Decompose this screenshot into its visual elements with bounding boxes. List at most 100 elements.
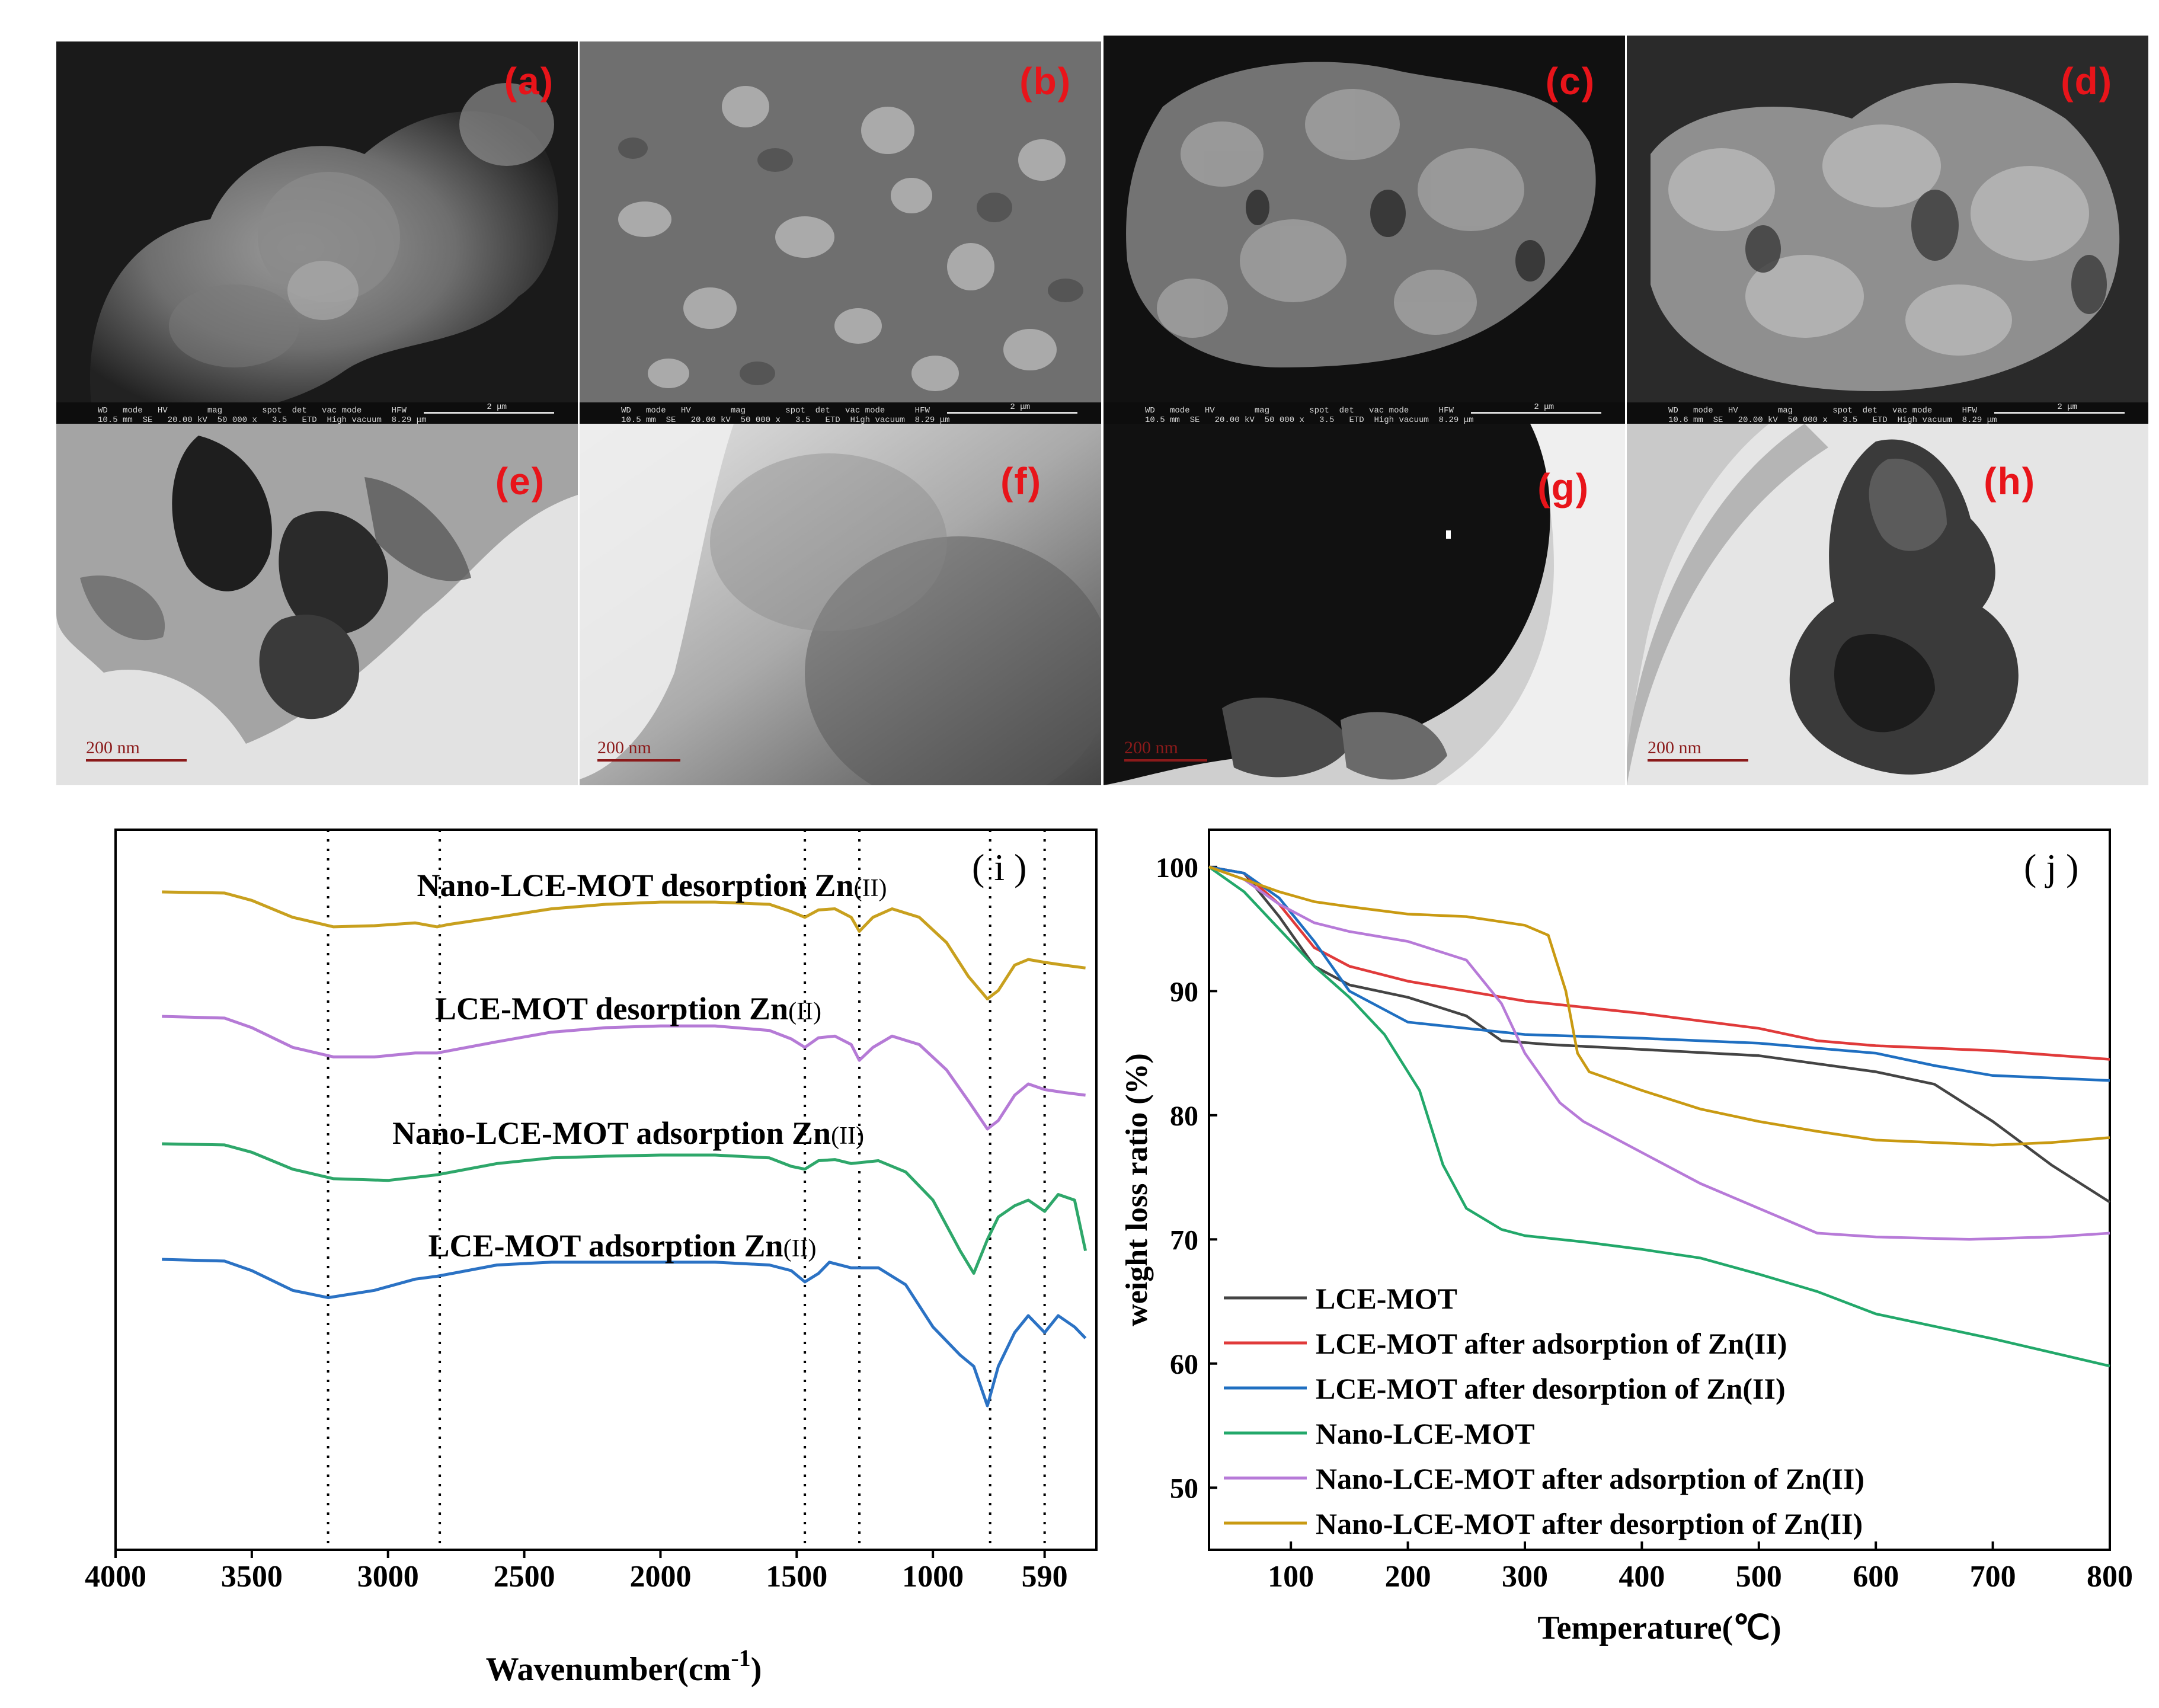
tga-y-tick-label: 50 — [1170, 1473, 1198, 1504]
tem-image-g — [1104, 424, 1625, 785]
tga-x-tick-label: 700 — [1970, 1560, 2016, 1594]
sem-scale-line-d — [1994, 412, 2125, 414]
tga-plot-frame — [1208, 829, 2111, 1551]
tem-image-f — [580, 424, 1101, 785]
tem-image-h — [1627, 424, 2148, 785]
tga-legend-label: Nano-LCE-MOT after adsorption of Zn(II) — [1316, 1462, 1864, 1495]
panel-label-b: (b) — [1019, 60, 1071, 103]
ftir-x-tick-label: 2000 — [629, 1560, 691, 1594]
tga-legend-label: Nano-LCE-MOT after desorption of Zn(II) — [1316, 1507, 1863, 1540]
sem-image-c — [1104, 36, 1625, 424]
tga-x-tick-label: 300 — [1502, 1560, 1548, 1594]
tem-panel-h: (h) 200 nm — [1627, 424, 2148, 785]
tem-scale-line-h — [1648, 759, 1748, 762]
tga-series-line — [1208, 865, 2110, 1082]
sem-scale-b: 2 μm — [1010, 402, 1030, 412]
tga-series-line — [1208, 865, 2110, 1147]
sem-meta-c: WD mode HV mag spot det vac mode HFW 10.… — [1145, 406, 1474, 424]
tga-series-line — [1208, 865, 2111, 1204]
tga-y-tick-label: 90 — [1170, 976, 1198, 1007]
ftir-chart: 4000 3500 3000 2500 2000 1500 1000 590 Wavenumbe… — [0, 812, 1120, 1689]
tem-panel-e: (e) 200 nm — [56, 424, 578, 785]
tem-scalebar-h: 200 nm — [1648, 738, 1748, 762]
sem-meta-a: WD mode HV mag spot det vac mode HFW 10.… — [98, 406, 427, 424]
sem-databar-d: WD mode HV mag spot det vac mode HFW 10.… — [1627, 402, 2148, 424]
ftir-x-tick-label: 3500 — [221, 1560, 283, 1594]
tga-y-axis-label: weight loss ratio (%) — [1120, 1053, 1154, 1326]
tga-legend-label: Nano-LCE-MOT — [1316, 1417, 1534, 1450]
tem-scalebar-g: 200 nm — [1124, 738, 1207, 762]
tga-y-tick-label: 80 — [1170, 1101, 1198, 1132]
sem-panel-b: (b) WD mode HV mag spot det vac mode HFW… — [580, 41, 1101, 424]
panel-label-f: (f) — [1000, 460, 1042, 503]
panel-label-e: (e) — [495, 460, 545, 503]
panel-label-a: (a) — [504, 60, 554, 103]
tga-x-tick-label: 100 — [1268, 1560, 1314, 1594]
tga-y-tick-label: 70 — [1170, 1224, 1198, 1256]
tga-x-tick-label: 800 — [2087, 1560, 2133, 1594]
tga-y-tick-label: 100 — [1156, 852, 1198, 884]
tga-legend-label: LCE-MOT after desorption of Zn(II) — [1316, 1372, 1786, 1405]
tem-panel-g: (g) 200 nm — [1104, 424, 1625, 785]
sem-image-d — [1627, 36, 2148, 424]
ftir-series-line — [162, 1258, 1087, 1408]
ftir-x-tick-label: 1000 — [902, 1560, 964, 1594]
panel-label-h: (h) — [1984, 460, 2036, 503]
ftir-x-tick-label: 2500 — [494, 1560, 555, 1594]
tga-x-axis-label: Temperature(℃) — [1537, 1610, 1781, 1646]
tem-image-e — [56, 424, 578, 785]
tem-scale-label-h: 200 nm — [1648, 738, 1701, 757]
tga-x-tick-label: 200 — [1385, 1560, 1431, 1594]
tga-chart: 100 200 300 400 500 600 700 800 50 60 70 80 90 100 Tem… — [1114, 812, 2157, 1689]
ftir-x-axis-label: Wavenumber(cm-1) — [486, 1645, 762, 1688]
tga-series-line — [1208, 865, 2110, 1061]
ftir-plot-frame — [114, 829, 1098, 1551]
tga-x-tick-label: 500 — [1736, 1560, 1782, 1594]
tga-panel-label: ( j ) — [2024, 846, 2078, 888]
sem-scale-line-c — [1471, 412, 1601, 414]
tem-scale-line-f — [597, 759, 680, 762]
ftir-series-label: Nano-LCE-MOT adsorption Zn(II) — [392, 1115, 864, 1151]
tem-scale-line-e — [86, 759, 187, 762]
ftir-x-tick-label: 590 — [1022, 1560, 1068, 1594]
ftir-series-label: LCE-MOT desorption Zn(II) — [435, 991, 821, 1026]
sem-scale-a: 2 μm — [487, 402, 507, 412]
panel-label-g: (g) — [1537, 466, 1589, 508]
tga-series-line — [1208, 865, 2110, 1368]
panel-label-c: (c) — [1545, 60, 1595, 103]
tga-x-tick-label: 400 — [1619, 1560, 1665, 1594]
sem-panel-d: (d) WD mode HV mag spot det vac mode HFW… — [1627, 36, 2148, 424]
tga-chart-svg: 100 200 300 400 500 600 700 800 50 60 70 80 90 100 Tem… — [1120, 829, 2133, 1646]
panel-label-d: (d) — [2061, 60, 2113, 103]
sem-scale-c: 2 μm — [1534, 402, 1554, 412]
tga-series-line — [1208, 865, 2110, 1241]
ftir-series-label: LCE-MOT adsorption Zn(II) — [428, 1228, 816, 1264]
ftir-series-label: Nano-LCE-MOT desorption Zn(II) — [417, 868, 887, 903]
sem-meta-d: WD mode HV mag spot det vac mode HFW 10.… — [1668, 406, 1997, 424]
sem-scale-line-b — [947, 412, 1077, 414]
sem-panel-a: (a) WD mode HV mag spot det vac mode HFW… — [56, 41, 578, 424]
tem-panel-f: (f) 200 nm — [580, 424, 1101, 785]
sem-databar-c: WD mode HV mag spot det vac mode HFW 10.… — [1104, 402, 1625, 424]
sem-image-b — [580, 41, 1101, 424]
tem-scale-line-g — [1124, 759, 1207, 762]
sem-scale-line-a — [424, 412, 554, 414]
tem-scale-label-e: 200 nm — [86, 738, 140, 757]
ftir-series-line — [162, 1142, 1088, 1275]
ftir-series-line — [162, 1015, 1086, 1131]
tga-x-tick-label: 600 — [1853, 1560, 1899, 1594]
tem-scalebar-e: 200 nm — [86, 738, 187, 762]
sem-meta-b: WD mode HV mag spot det vac mode HFW 10.… — [621, 406, 950, 424]
sem-databar-b: WD mode HV mag spot det vac mode HFW 10.… — [580, 402, 1101, 424]
ftir-x-tick-label: 3000 — [357, 1560, 419, 1594]
sem-databar-a: WD mode HV mag spot det vac mode HFW 10.… — [56, 402, 578, 424]
tem-scalebar-f: 200 nm — [597, 738, 680, 762]
ftir-chart-svg: 4000 3500 3000 2500 2000 1500 1000 590 Wavenumbe… — [85, 829, 1098, 1688]
sem-image-a — [56, 41, 578, 424]
tga-legend-label: LCE-MOT after adsorption of Zn(II) — [1316, 1327, 1787, 1360]
sem-panel-c: (c) WD mode HV mag spot det vac mode HFW… — [1104, 36, 1625, 424]
sem-scale-d: 2 μm — [2057, 402, 2077, 412]
tem-scale-label-g: 200 nm — [1124, 738, 1178, 757]
tem-scale-label-f: 200 nm — [597, 738, 651, 757]
tga-legend-label: LCE-MOT — [1316, 1282, 1457, 1315]
